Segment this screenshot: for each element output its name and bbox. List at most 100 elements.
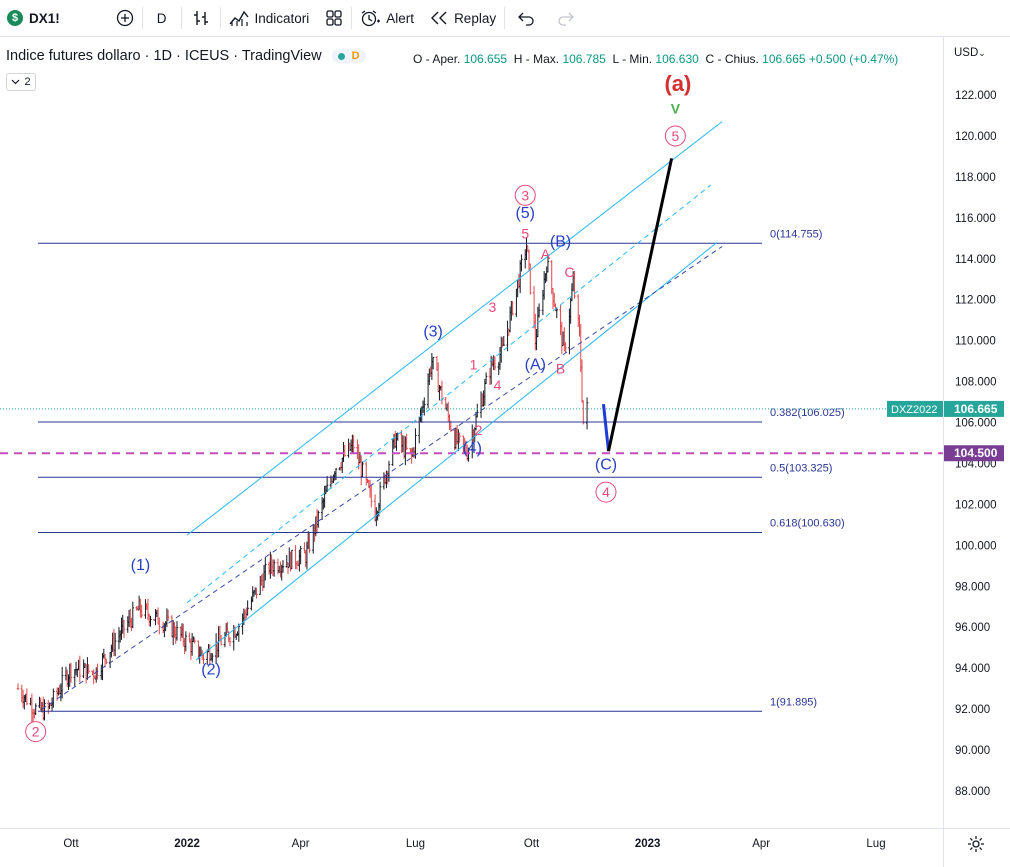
candle (484, 372, 488, 385)
low-label: L - Min. (612, 52, 653, 66)
candle (378, 481, 382, 511)
candle (264, 557, 267, 581)
toolbar-divider (141, 7, 143, 29)
layout-button[interactable] (317, 0, 351, 37)
toolbar-divider (219, 7, 221, 29)
currency-selector[interactable]: USD⌄ (954, 47, 986, 59)
price-tick-label: 98.000 (955, 581, 990, 593)
candle (555, 307, 558, 319)
circled-wave-label: 4 (595, 481, 617, 503)
wave-label: (C) (595, 457, 617, 474)
currency-label: USD (954, 47, 979, 59)
symbol-label: DX1! (29, 10, 60, 26)
legend-collapse-button[interactable]: 2 (6, 73, 36, 91)
candle (585, 397, 589, 430)
price-tick-label: 88.000 (955, 786, 990, 798)
projection-rally-leg (607, 158, 674, 452)
last-price-value: 106.665 (954, 402, 998, 416)
candle (255, 587, 258, 599)
wave-circle-text: 3 (521, 187, 529, 203)
circled-wave-label: 5 (664, 125, 686, 147)
projection-c-leg (601, 403, 610, 452)
low-value: 106.630 (655, 52, 699, 66)
price-tick-label: 116.000 (955, 213, 996, 225)
wave-label: 4 (494, 377, 502, 393)
candle (281, 560, 285, 573)
chart-style-button[interactable] (182, 0, 220, 37)
candle (582, 400, 585, 425)
replay-icon (430, 10, 448, 26)
price-tick-label: 118.000 (955, 172, 996, 184)
alert-button[interactable]: Alert (352, 0, 422, 37)
time-tick-label: Apr (752, 838, 770, 850)
interval-button[interactable]: D (143, 0, 181, 37)
mode-badge-label: D (351, 50, 360, 62)
price-tick-label: 110.000 (955, 336, 996, 348)
wave-label: (B) (550, 233, 571, 250)
candle (387, 460, 391, 482)
wave-label: 5 (521, 225, 529, 241)
wave-label: 2 (475, 422, 483, 438)
replay-button[interactable]: Replay (422, 0, 504, 37)
market-status-badge[interactable]: D (331, 49, 366, 63)
chart-title[interactable]: Indice futures dollaro · 1D · ICEUS · Tr… (6, 48, 322, 64)
high-label: H - Max. (513, 52, 560, 66)
wave-label: C (564, 264, 574, 280)
time-tick-label: 2023 (635, 838, 661, 850)
candle (60, 666, 64, 699)
price-tick-label: 92.000 (955, 704, 990, 716)
toolbar-divider (180, 7, 182, 29)
symbol-search-button[interactable]: $ DX1! (0, 0, 68, 37)
redo-button[interactable] (547, 0, 585, 37)
status-dot-icon (337, 52, 345, 60)
support-price-value: 104.500 (954, 446, 998, 460)
compare-button[interactable] (108, 0, 142, 37)
candle (458, 432, 461, 443)
symbol-price-tag-label: DXZ2022 (891, 404, 937, 416)
fib-level-label: 0.618(100.630) (770, 517, 845, 529)
time-tick-label: Lug (406, 838, 425, 850)
time-tick-label: Apr (292, 838, 310, 850)
close-value: 106.665 (762, 52, 806, 66)
candle (343, 444, 347, 457)
candle (246, 600, 249, 616)
wave-label: 1 (470, 356, 478, 372)
candle (237, 623, 241, 642)
candle (184, 631, 188, 652)
time-axis: Ott 2022 Apr Lug Ott 2023 Apr Lug (63, 838, 885, 850)
candle (16, 683, 20, 690)
price-tick-label: 108.000 (955, 377, 997, 389)
price-axis: 88.000 90.000 92.000 94.000 96.000 98.000 100.… (887, 90, 1004, 798)
ohlc-values: O - Aper. 106.655 H - Max. 106.785 L - M… (413, 52, 898, 66)
symbol-logo-icon: $ (7, 10, 23, 26)
candle (317, 510, 320, 528)
candle (431, 356, 435, 370)
bar-style-icon (193, 11, 208, 25)
wave-circle (514, 184, 536, 206)
candle (193, 637, 196, 644)
wave-circle-text: 5 (671, 128, 679, 144)
chart-settings-button[interactable] (966, 834, 986, 859)
time-tick-label: 2022 (174, 838, 200, 850)
channel-line (186, 121, 723, 536)
fib-level-label: 1(91.895) (770, 696, 817, 708)
undo-button[interactable] (505, 0, 547, 37)
candle (493, 356, 497, 371)
close-label: C - Chius. (705, 52, 759, 66)
toolbar-divider (504, 7, 506, 29)
candle (52, 688, 55, 708)
wave-label: (5) (515, 205, 535, 222)
indicator-count: 2 (24, 76, 31, 88)
wave-circle (664, 125, 686, 147)
indicators-button[interactable]: Indicatori (221, 0, 318, 37)
indicators-label: Indicatori (254, 10, 310, 26)
symbol-price-tag (887, 400, 943, 417)
candle (140, 604, 143, 618)
price-tick-label: 96.000 (955, 622, 990, 634)
candle (122, 619, 126, 639)
time-tick-label: Ott (63, 838, 79, 850)
price-tick-label: 114.000 (955, 254, 996, 266)
plus-circle-icon (116, 9, 133, 27)
